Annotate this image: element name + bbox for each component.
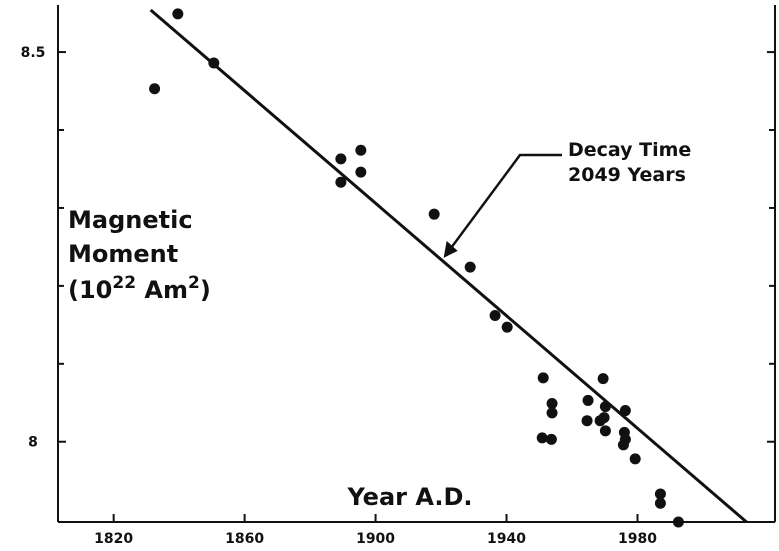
data-point: [654, 497, 666, 509]
data-point: [537, 372, 549, 384]
data-point: [208, 57, 220, 69]
annotation: Decay Time: [568, 139, 691, 161]
x-tick-label: 1940: [487, 531, 526, 547]
data-point: [619, 405, 631, 417]
y-axis-label: Moment: [68, 240, 178, 268]
data-point: [335, 176, 347, 188]
data-point: [546, 407, 558, 419]
data-point: [599, 401, 611, 413]
y-axis-unit: (1022 Am2): [68, 273, 211, 304]
y-tick-label: 8.5: [21, 45, 46, 61]
y-axis-label: Magnetic: [68, 206, 193, 234]
data-point: [501, 321, 513, 333]
y-tick-label: 8: [28, 435, 38, 451]
data-point: [581, 415, 593, 427]
data-point: [546, 398, 558, 410]
data-point: [545, 433, 557, 445]
data-point: [489, 309, 501, 321]
data-point: [599, 425, 611, 437]
annotation: 2049 Years: [568, 164, 686, 186]
data-point: [594, 415, 606, 427]
data-point: [464, 261, 476, 273]
x-tick-label: 1820: [94, 531, 133, 547]
annotation-arrowhead: [443, 240, 458, 258]
x-tick-label: 1900: [356, 531, 395, 547]
data-point: [582, 394, 594, 406]
data-point: [629, 453, 641, 465]
x-tick-label: 1980: [618, 531, 657, 547]
data-point: [335, 153, 347, 165]
data-point: [597, 373, 609, 385]
data-point: [619, 433, 631, 445]
data-point: [149, 83, 161, 95]
data-point: [428, 208, 440, 220]
annotation-arrow: [448, 153, 562, 251]
data-point: [654, 488, 666, 500]
data-point: [172, 8, 184, 20]
fit-line: [149, 8, 748, 524]
x-axis-label: Year A.D.: [346, 483, 472, 511]
data-point: [672, 516, 684, 528]
data-point: [355, 144, 367, 156]
data-point: [536, 432, 548, 444]
x-tick-label: 1860: [225, 531, 264, 547]
data-point: [355, 166, 367, 178]
